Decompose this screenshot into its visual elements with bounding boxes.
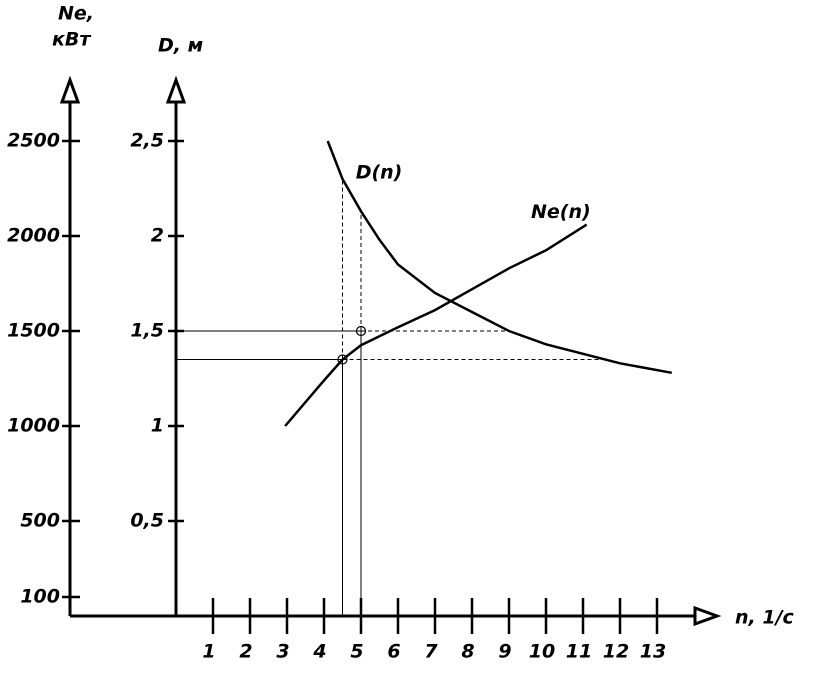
y2-tick-label: 2000 — [7, 225, 60, 247]
y-label: D, м — [158, 35, 203, 57]
y2-tick-label: 100 — [20, 586, 60, 608]
x-tick-label: 2 — [239, 641, 252, 663]
x-arrow — [693, 605, 722, 627]
y2-arrow — [59, 75, 81, 104]
x-tick-label: 3 — [276, 641, 289, 663]
x-label: n, 1/c — [735, 607, 795, 629]
y-tick-label: 2,5 — [130, 130, 164, 152]
y2-tick-label: 2500 — [7, 130, 60, 152]
y2-tick-label: 1000 — [7, 415, 60, 437]
x-tick-label: 12 — [603, 641, 629, 663]
x-tick-label: 5 — [350, 641, 363, 663]
y2-label: Ne, — [58, 3, 94, 25]
y-tick-label: 1 — [151, 415, 164, 437]
y-tick-label: 2 — [151, 225, 164, 247]
x-tick-label: 13 — [640, 641, 666, 663]
x-tick-label: 11 — [566, 641, 592, 663]
curve — [284, 223, 588, 427]
x-tick-label: 1 — [202, 641, 215, 663]
y-tick-label: 1,5 — [130, 320, 164, 342]
x-tick-label: 6 — [387, 641, 400, 663]
x-tick-label: 4 — [312, 641, 326, 663]
marker — [337, 354, 348, 365]
y2-tick-label: 1500 — [7, 320, 60, 342]
marker — [355, 325, 367, 337]
x-tick-label: 10 — [529, 641, 555, 663]
series-label: D(n) — [356, 162, 403, 184]
y2-tick-label: 500 — [20, 510, 60, 532]
x-tick-label: 7 — [424, 641, 438, 663]
x-tick-label: 8 — [461, 641, 474, 663]
x-tick-label: 9 — [498, 641, 511, 663]
y2-label: кВт — [52, 29, 91, 51]
y-tick-label: 0,5 — [130, 510, 164, 532]
curve — [326, 140, 673, 375]
series-label: Ne(n) — [531, 201, 591, 223]
y-arrow — [165, 75, 187, 104]
